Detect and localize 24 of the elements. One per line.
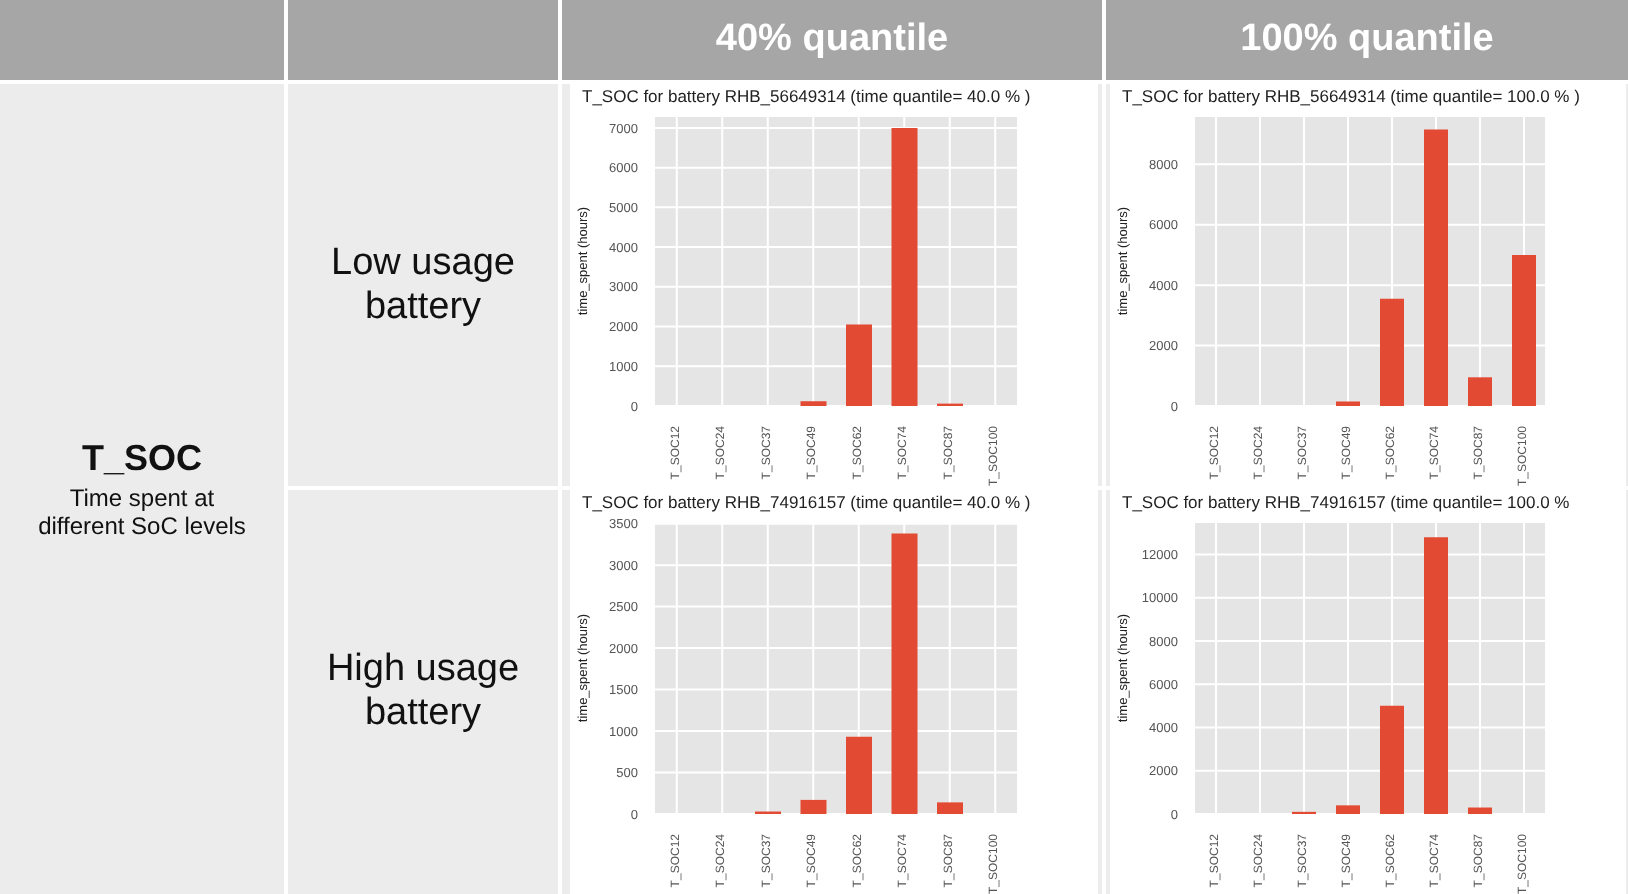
bar xyxy=(1380,705,1404,814)
text: 100% quantile xyxy=(1106,0,1628,80)
chart-title: T_SOC for battery RHB_74916157 (time quantile= 40.0 % ) xyxy=(580,490,1033,514)
bar xyxy=(891,533,918,814)
text: Time spent at different SoC levels xyxy=(36,484,248,540)
text: High usage battery xyxy=(288,490,558,894)
bar xyxy=(891,127,918,406)
bar xyxy=(1468,807,1492,814)
chart-title: T_SOC for battery RHB_56649314 (time quantile= 40.0 % ) xyxy=(580,84,1033,108)
text: 40% quantile xyxy=(562,0,1102,80)
bar xyxy=(1468,377,1492,406)
bar xyxy=(1424,537,1448,814)
bar xyxy=(1512,254,1536,406)
bar xyxy=(1380,298,1404,406)
chart-title: T_SOC for battery RHB_56649314 (time quantile= 100.0 % ) xyxy=(1120,84,1582,108)
chart-title: T_SOC for battery RHB_74916157 (time quantile= 100.0 % xyxy=(1120,490,1572,514)
bar xyxy=(1336,805,1360,814)
bar xyxy=(1424,129,1448,406)
text: Low usage battery xyxy=(288,84,558,486)
bar xyxy=(937,802,963,814)
text: T_SOC xyxy=(81,438,202,480)
bar xyxy=(800,799,827,814)
bar xyxy=(846,736,872,814)
bar xyxy=(846,324,872,406)
